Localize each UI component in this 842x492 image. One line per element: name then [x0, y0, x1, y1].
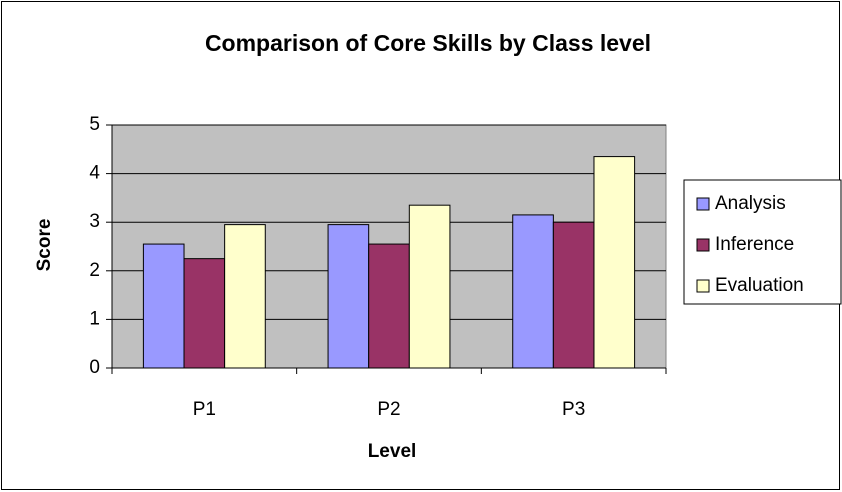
- x-tick-label: P2: [377, 399, 400, 420]
- bar: [512, 214, 554, 369]
- bar: [327, 224, 370, 369]
- y-tick-label: 5: [89, 114, 100, 135]
- legend-label: Analysis: [715, 193, 786, 214]
- legend-swatch: [696, 238, 710, 252]
- chart-title: Comparison of Core Skills by Class level: [205, 30, 651, 56]
- x-tick-label: P1: [193, 399, 216, 420]
- bar: [183, 258, 226, 369]
- legend-label: Inference: [715, 234, 794, 255]
- y-axis-label: Score: [34, 219, 55, 272]
- y-tick-label: 2: [89, 260, 100, 281]
- y-tick-label: 4: [89, 163, 100, 184]
- bar: [368, 243, 410, 369]
- x-tick-label: P3: [562, 399, 585, 420]
- bar: [552, 221, 595, 369]
- bar: [224, 224, 266, 369]
- x-axis-label: Level: [368, 441, 417, 462]
- legend-label: Evaluation: [715, 275, 804, 296]
- bar: [142, 243, 185, 369]
- legend-swatch: [696, 279, 710, 293]
- y-tick-label: 1: [89, 308, 100, 329]
- legend-box: [683, 179, 842, 305]
- bar: [593, 156, 636, 369]
- y-tick-label: 3: [89, 211, 100, 232]
- bar: [408, 204, 451, 369]
- y-tick-label: 0: [89, 357, 100, 378]
- legend-swatch: [696, 197, 710, 211]
